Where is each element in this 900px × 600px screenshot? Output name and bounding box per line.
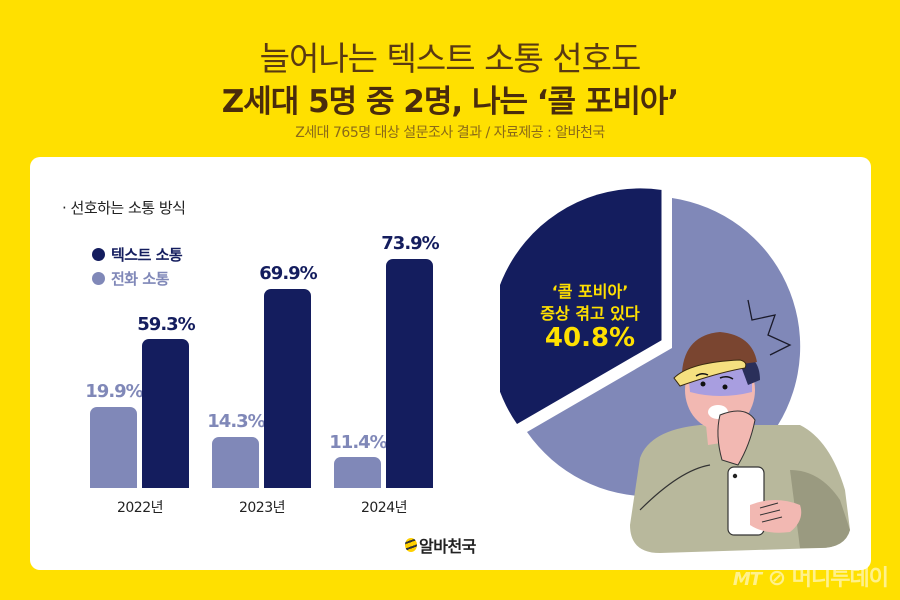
x-axis-label: 2022년 xyxy=(116,500,164,516)
logo-text: 알바천국 xyxy=(419,537,476,556)
watermark-text: 머니투데이 xyxy=(791,566,889,591)
page-subtitle: Z세대 765명 대상 설문조사 결과 / 자료제공 : 알바천국 xyxy=(295,125,605,141)
bar-value-label: 69.9% xyxy=(259,263,317,284)
pie-label-line1: ‘콜 포비아’ xyxy=(551,282,629,301)
pie-label-line2: 증상 겪고 있다 xyxy=(540,304,640,323)
page-title: 늘어나는 텍스트 소통 선호도 xyxy=(259,39,642,78)
legend-label: 전화 소통 xyxy=(111,269,169,288)
bar-text-2022 xyxy=(142,339,189,488)
bar-text-2023 xyxy=(264,289,311,488)
legend-item-call: 전화 소통 xyxy=(92,266,182,290)
bar-call-2023 xyxy=(212,437,259,488)
bar-value-label: 73.9% xyxy=(381,233,439,254)
legend-dot-icon xyxy=(92,247,105,261)
bar-value-label: 11.4% xyxy=(329,432,387,453)
moneytoday-watermark: MT ⊘ 머니투데이 xyxy=(732,560,889,592)
bar-text-2024 xyxy=(386,259,433,488)
bar-call-2022 xyxy=(90,407,137,488)
pie-value-label: 40.8% xyxy=(544,323,636,353)
chart-legend: 텍스트 소통 전화 소통 xyxy=(92,242,183,290)
bar-value-label: 14.3% xyxy=(207,411,265,432)
bar-value-label: 19.9% xyxy=(85,381,143,402)
mt-logo: MT xyxy=(732,569,762,590)
legend-label: 텍스트 소통 xyxy=(111,245,183,264)
pie-slice-call-phobia xyxy=(500,188,662,424)
x-axis-label: 2023년 xyxy=(238,500,286,516)
pie-chart xyxy=(500,188,850,553)
x-axis-label: 2024년 xyxy=(360,500,408,516)
bee-icon xyxy=(405,538,417,552)
bar-call-2024 xyxy=(334,457,381,488)
worried-person-illustration xyxy=(630,299,850,553)
page-headline: Z세대 5명 중 2명, 나는 ‘콜 포비아’ xyxy=(221,84,679,120)
legend-dot-icon xyxy=(92,271,105,285)
bar-value-label: 59.3% xyxy=(137,314,195,335)
albachunguk-logo: 알바천국 xyxy=(405,533,476,557)
watermark-o-icon: ⊘ xyxy=(767,566,786,591)
legend-item-text: 텍스트 소통 xyxy=(92,242,183,266)
chart-section-label: · 선호하는 소통 방식 xyxy=(62,199,186,217)
